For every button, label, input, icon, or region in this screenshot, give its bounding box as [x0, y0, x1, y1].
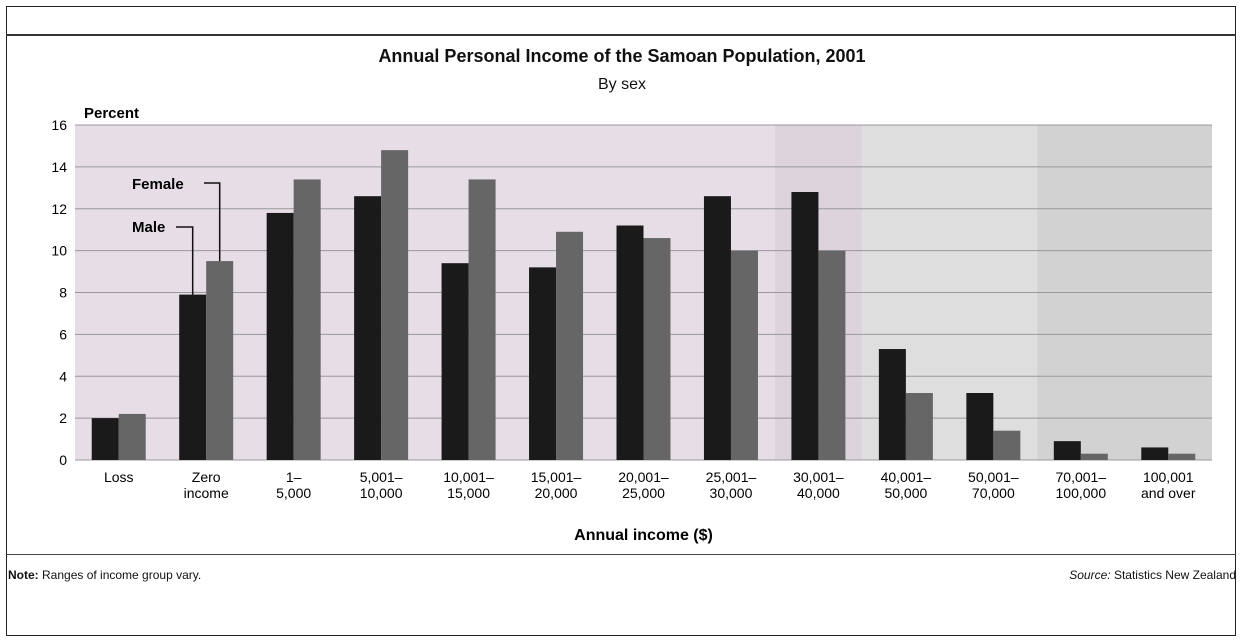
x-tick-label: Zero	[192, 469, 221, 485]
bar-female	[468, 179, 496, 460]
bottom-rule	[6, 554, 1236, 555]
x-tick-label: 100,000	[1056, 485, 1107, 501]
x-tick-label: 70,001–	[1056, 469, 1107, 485]
top-rule	[6, 34, 1236, 36]
bar-male	[179, 294, 207, 460]
x-tick-label: Loss	[104, 469, 134, 485]
y-axis-label: Percent	[84, 105, 139, 122]
bar-male	[91, 418, 119, 460]
source-text: Statistics New Zealand	[1110, 568, 1236, 582]
x-tick-label: 70,000	[972, 485, 1015, 501]
y-tick-label: 2	[59, 410, 67, 426]
x-tick-label: 30,000	[710, 485, 753, 501]
x-tick-label: 20,001–	[618, 469, 669, 485]
x-tick-label: 25,001–	[706, 469, 757, 485]
bar-male	[1053, 441, 1081, 460]
bar-male	[529, 267, 557, 460]
bar-male	[791, 192, 819, 460]
x-tick-label: 15,001–	[531, 469, 582, 485]
x-tick-label: 30,001–	[793, 469, 844, 485]
bar-male	[1141, 447, 1169, 460]
bar-male	[703, 196, 731, 460]
x-tick-label: 50,000	[884, 485, 927, 501]
legend-female-leader	[204, 182, 221, 262]
y-tick-label: 14	[51, 159, 67, 175]
bar-female	[293, 179, 321, 460]
legend-male-leader	[176, 226, 194, 295]
x-tick-label: 5,000	[276, 485, 311, 501]
bar-female	[818, 250, 846, 460]
bar-female	[1168, 453, 1196, 460]
chart-title: Annual Personal Income of the Samoan Pop…	[378, 46, 866, 66]
x-tick-label: and over	[1141, 485, 1196, 501]
bar-male	[966, 393, 994, 460]
x-tick-label: 10,001–	[443, 469, 494, 485]
chart-subtitle: By sex	[597, 76, 646, 93]
bar-female	[206, 261, 234, 460]
x-tick-label: 100,001	[1143, 469, 1194, 485]
source-label: Source:	[1069, 568, 1111, 582]
x-tick-label: 5,001–	[360, 469, 403, 485]
note: Note: Ranges of income group vary.	[8, 568, 201, 582]
bar-female	[556, 231, 584, 460]
x-tick-label: income	[184, 485, 229, 501]
legend-male-label: Male	[132, 219, 165, 236]
y-tick-label: 0	[59, 452, 67, 468]
bar-female	[730, 250, 758, 460]
y-tick-label: 8	[59, 285, 67, 301]
x-tick-label: 10,000	[360, 485, 403, 501]
note-label: Note:	[8, 568, 39, 582]
bar-female	[643, 238, 671, 460]
y-tick-label: 10	[51, 243, 67, 259]
y-tick-label: 16	[51, 117, 67, 133]
note-text: Ranges of income group vary.	[38, 568, 202, 582]
bar-female	[381, 150, 409, 460]
bar-male	[616, 225, 644, 460]
x-axis-label: Annual income ($)	[574, 527, 713, 544]
y-tick-label: 6	[59, 326, 67, 342]
bar-male	[354, 196, 382, 460]
bar-female	[905, 393, 933, 460]
x-tick-label: 50,001–	[968, 469, 1019, 485]
x-tick-label: 20,000	[535, 485, 578, 501]
bar-female	[118, 413, 146, 460]
x-tick-label: 15,000	[447, 485, 490, 501]
bar-male	[441, 263, 469, 460]
x-tick-label: 40,001–	[881, 469, 932, 485]
source: Source: Statistics New Zealand	[1069, 568, 1236, 582]
x-tick-label: 1–	[286, 469, 302, 485]
bar-female	[993, 430, 1021, 460]
bar-female	[1080, 453, 1108, 460]
x-tick-label: 25,000	[622, 485, 665, 501]
chart-frame	[6, 6, 1236, 636]
bar-male	[878, 349, 906, 460]
bar-male	[266, 212, 294, 460]
y-tick-label: 12	[51, 201, 67, 217]
y-tick-label: 4	[59, 368, 67, 384]
legend-female-label: Female	[132, 176, 184, 193]
x-tick-label: 40,000	[797, 485, 840, 501]
